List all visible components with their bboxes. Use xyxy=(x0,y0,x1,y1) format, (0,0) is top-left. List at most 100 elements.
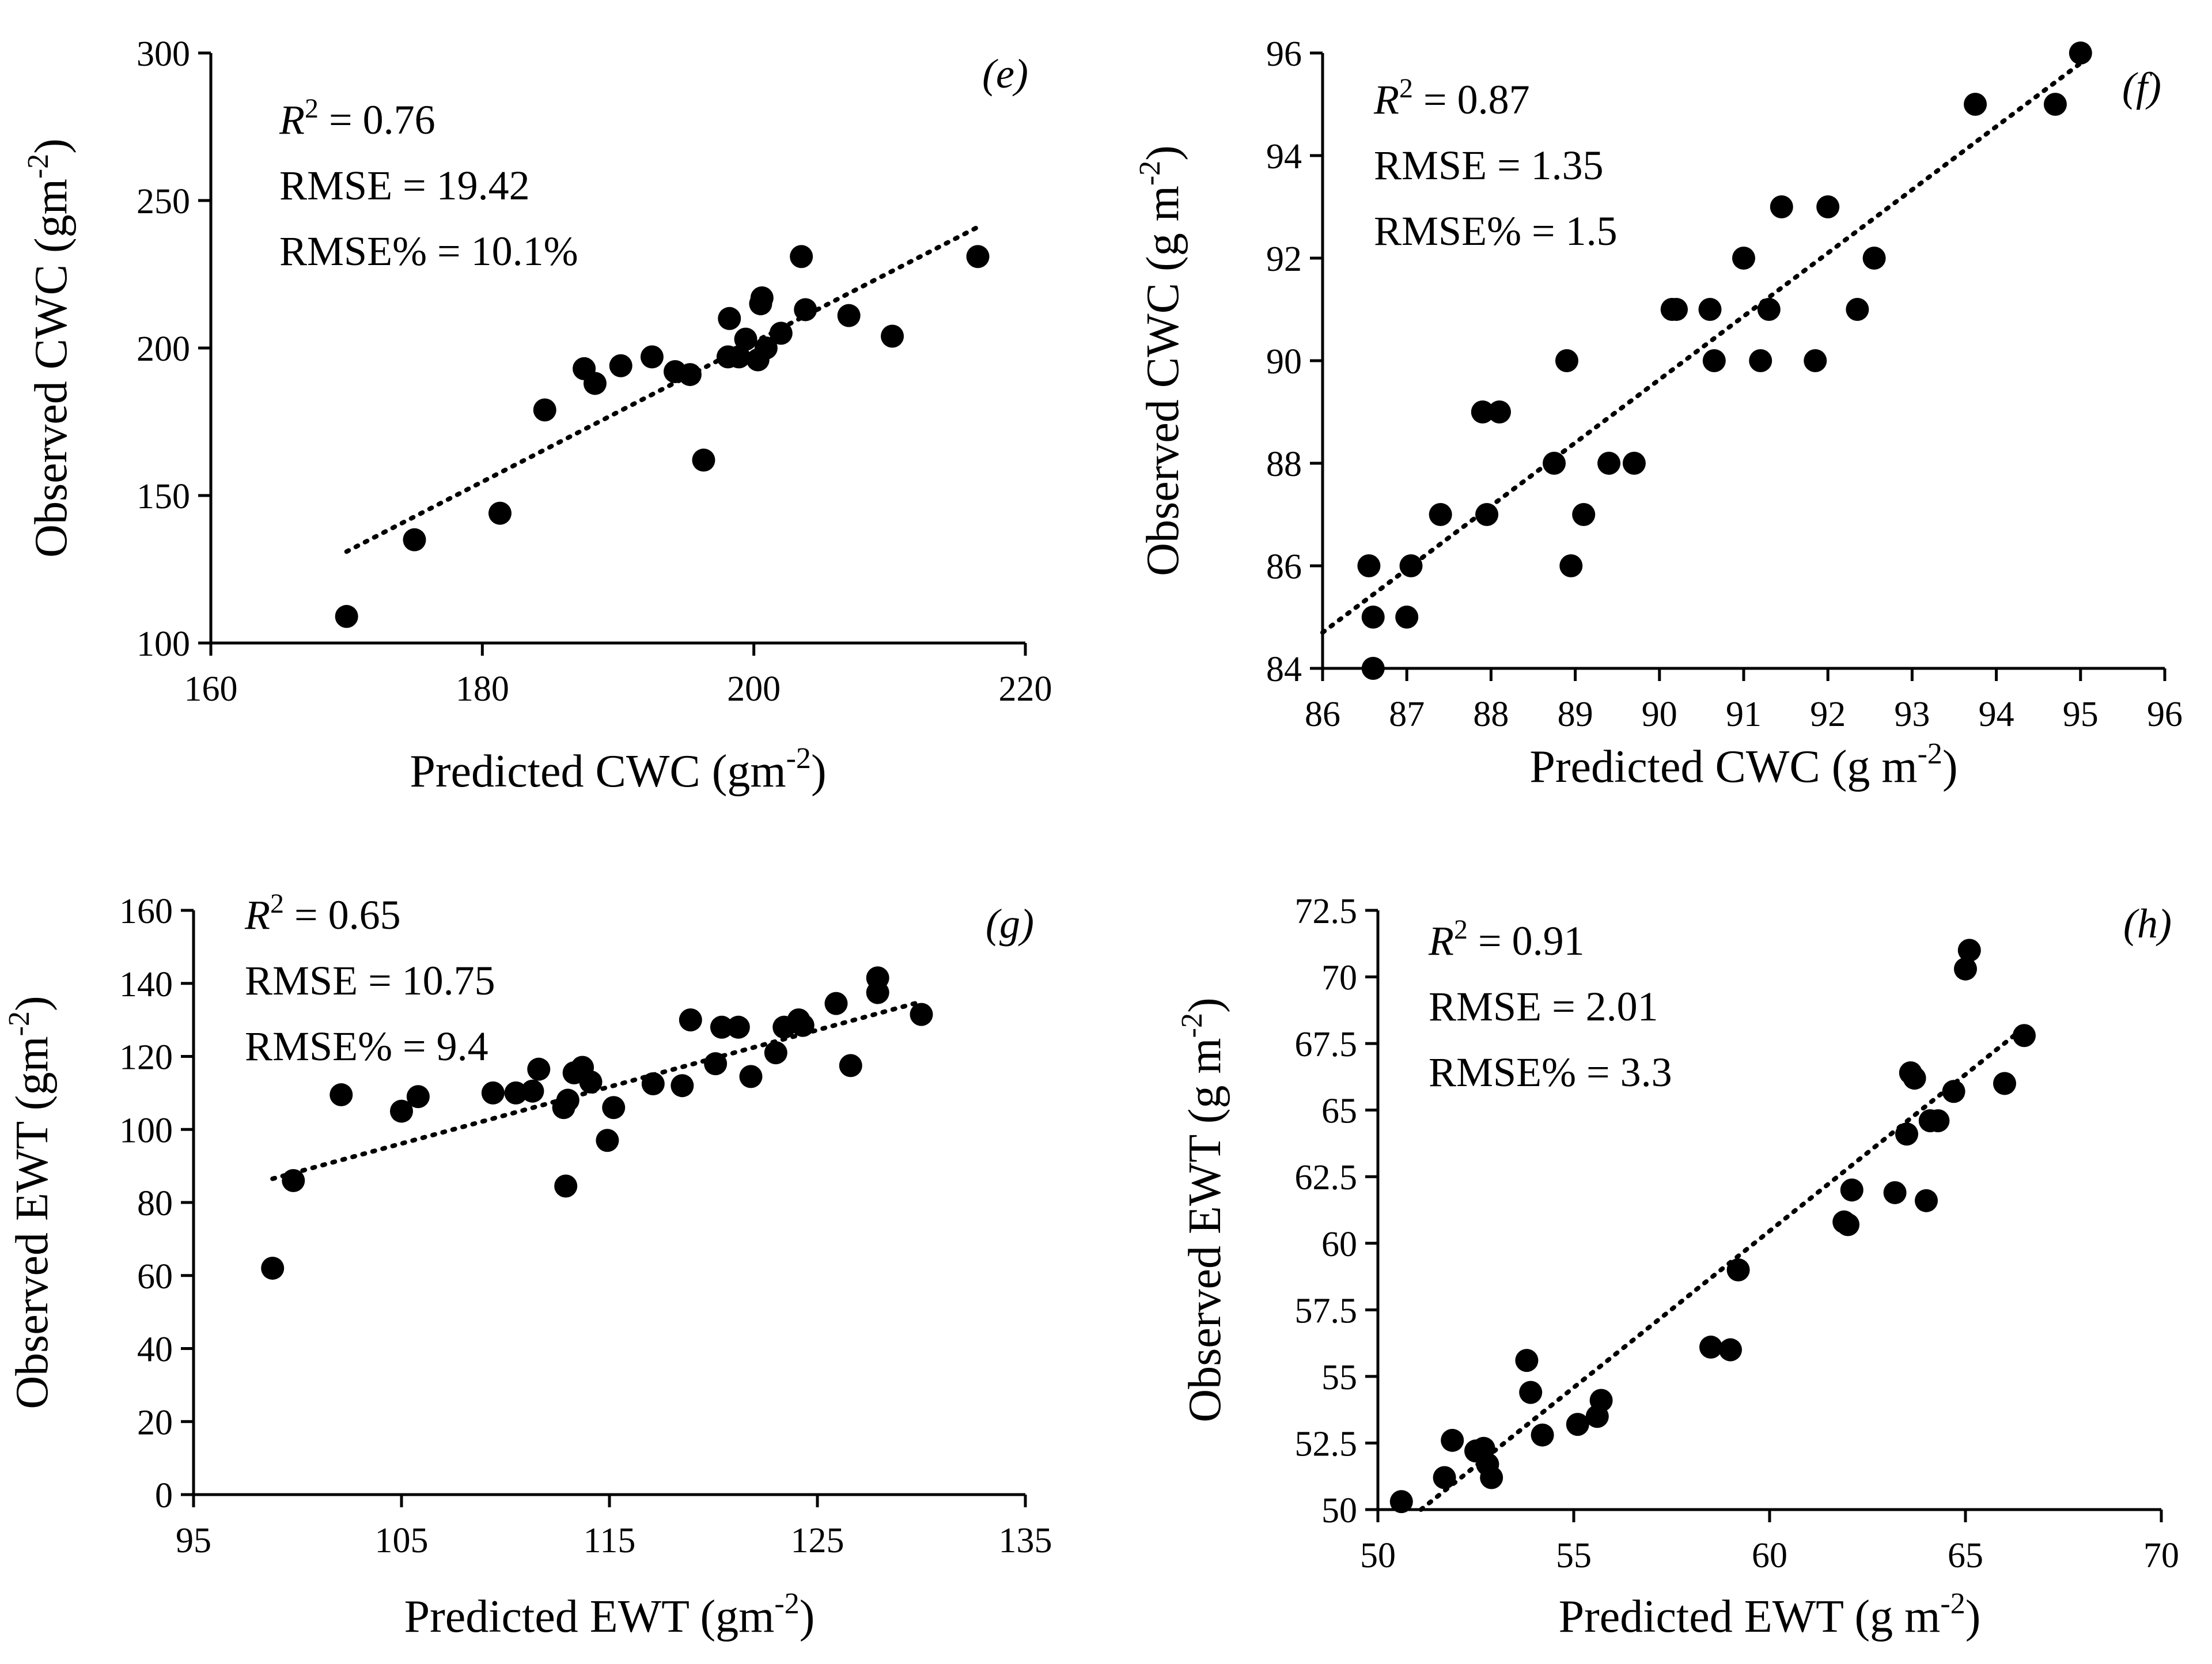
rmse-text: RMSE = 10.75 xyxy=(245,958,495,1004)
x-axis-label-main: Predicted CWC (gm xyxy=(410,746,786,797)
y-axis-label: Observed CWC (gm-2) xyxy=(22,138,77,558)
data-point xyxy=(671,1074,694,1098)
y-tick-label: 94 xyxy=(1266,137,1302,176)
chart-f: 86 87 88 89 90 91 92 93 94 95 9684868890929496Pred… xyxy=(1134,35,2183,792)
data-point xyxy=(866,981,889,1004)
data-point xyxy=(2069,41,2092,65)
y-axis-label-end: ) xyxy=(7,996,58,1011)
data-point xyxy=(1836,1213,1859,1236)
data-point xyxy=(1480,1466,1503,1489)
x-tick-label: 55 xyxy=(1556,1536,1592,1575)
x-tick-label: 115 xyxy=(584,1521,636,1560)
data-point xyxy=(881,324,904,348)
y-tick-label: 150 xyxy=(137,477,190,516)
panel-label: (e) xyxy=(982,51,1028,97)
x-tick-label: 60 xyxy=(1752,1536,1787,1575)
y-axis-label-sup: -2 xyxy=(1134,161,1166,186)
data-point xyxy=(583,372,607,395)
y-axis-label-end: ) xyxy=(1138,145,1188,161)
r-squared-symbol: R xyxy=(1373,77,1399,123)
x-tick-label: 180 xyxy=(456,670,509,709)
x-axis-label-main: Predicted CWC (g m xyxy=(1529,742,1917,792)
x-axis-label: Predicted EWT (gm-2) xyxy=(404,1587,815,1642)
data-point xyxy=(727,345,751,369)
y-tick-label: 50 xyxy=(1321,1491,1357,1530)
data-point xyxy=(1471,400,1494,423)
data-point xyxy=(1719,1338,1742,1362)
r-squared-value: = 0.91 xyxy=(1468,918,1585,964)
y-axis-label: Observed EWT (g m-2) xyxy=(1176,997,1230,1422)
data-point xyxy=(261,1257,285,1280)
data-point xyxy=(640,345,664,369)
y-axis-label-end: ) xyxy=(26,138,77,154)
x-tick-label: 90 xyxy=(1642,695,1677,734)
y-axis-label: Observed CWC (g m-2) xyxy=(1134,145,1188,576)
trendline xyxy=(1320,60,2083,635)
y-tick-label: 55 xyxy=(1321,1358,1357,1397)
data-point xyxy=(481,1081,505,1105)
data-point xyxy=(1665,298,1688,321)
y-tick-label: 86 xyxy=(1266,547,1302,587)
x-tick-label: 65 xyxy=(1948,1536,1983,1575)
data-point xyxy=(1519,1381,1543,1404)
y-axis-label-main: Observed CWC (g m xyxy=(1138,186,1188,576)
data-point xyxy=(1433,1466,1456,1489)
data-point xyxy=(1389,1490,1413,1514)
data-point xyxy=(1357,554,1381,577)
x-tick-label: 70 xyxy=(2143,1536,2179,1575)
x-tick-label: 50 xyxy=(1360,1536,1396,1575)
data-point xyxy=(1395,606,1419,629)
y-tick-label: 100 xyxy=(137,625,190,664)
data-point xyxy=(403,528,426,551)
data-point xyxy=(824,992,848,1015)
data-point xyxy=(1942,1080,1965,1103)
data-point xyxy=(329,1083,353,1107)
data-point xyxy=(609,354,632,377)
data-point xyxy=(521,1079,544,1103)
data-point xyxy=(679,1008,702,1032)
data-point xyxy=(1804,349,1827,372)
y-tick-label: 60 xyxy=(137,1257,173,1296)
data-point xyxy=(1441,1428,1464,1452)
data-point xyxy=(837,304,861,327)
x-axis-label-main: Predicted EWT (g m xyxy=(1559,1591,1941,1642)
x-tick-label: 89 xyxy=(1558,695,1593,734)
x-axis-label: Predicted EWT (g m-2) xyxy=(1559,1587,1981,1642)
data-point xyxy=(1957,939,1981,962)
r-squared-value: = 0.76 xyxy=(319,97,435,143)
data-point xyxy=(718,307,741,330)
x-tick-label: 91 xyxy=(1726,695,1762,734)
rmse-text: RMSE = 19.42 xyxy=(279,162,530,209)
data-point xyxy=(596,1129,619,1152)
x-tick-label: 87 xyxy=(1389,695,1425,734)
data-point xyxy=(1622,452,1646,475)
data-point xyxy=(406,1085,430,1109)
data-point xyxy=(1895,1122,1918,1146)
data-point xyxy=(1726,1258,1750,1281)
r-squared-symbol: R xyxy=(244,892,270,938)
data-point xyxy=(602,1096,626,1120)
r-squared-symbol: R xyxy=(1428,918,1454,964)
data-point xyxy=(1699,1336,1722,1359)
data-point xyxy=(692,448,715,472)
data-point xyxy=(678,363,702,387)
data-point xyxy=(282,1168,305,1192)
data-point xyxy=(1816,195,1840,218)
x-axis-label-sup: -2 xyxy=(786,742,811,775)
data-point xyxy=(910,1003,933,1026)
r-squared-superscript: 2 xyxy=(305,93,319,124)
x-tick-label: 220 xyxy=(999,670,1052,709)
data-point xyxy=(1770,195,1793,218)
y-tick-label: 57.5 xyxy=(1295,1291,1358,1330)
y-tick-label: 160 xyxy=(119,892,173,931)
panel-label: (h) xyxy=(2123,901,2172,947)
y-axis-label-sup: -2 xyxy=(22,154,55,179)
x-axis-label-sup: -2 xyxy=(1940,1587,1965,1620)
x-tick-label: 93 xyxy=(1894,695,1930,734)
data-point xyxy=(641,1072,665,1096)
x-tick-label: 96 xyxy=(2147,695,2183,734)
data-point xyxy=(1926,1109,1950,1133)
y-tick-label: 300 xyxy=(137,35,190,74)
r-squared-text: R2 = 0.65 xyxy=(244,888,401,938)
